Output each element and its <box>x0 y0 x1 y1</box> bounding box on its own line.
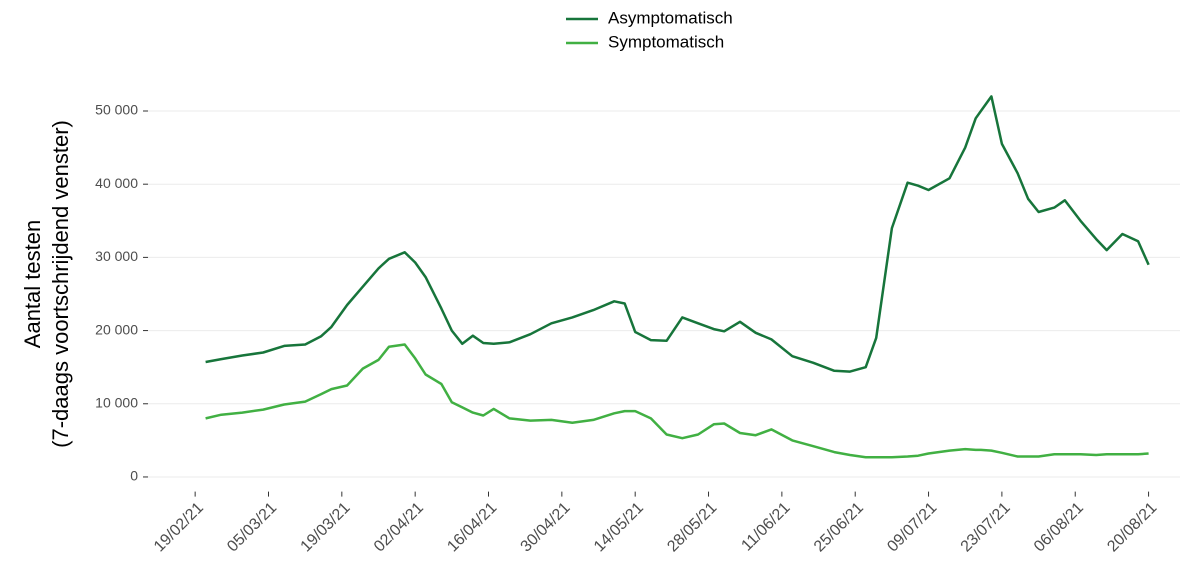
x-tick-label: 02/04/21 <box>371 499 427 555</box>
legend-label: Asymptomatisch <box>608 8 733 27</box>
y-tick-label: 10 000 <box>95 394 138 410</box>
y-tick-label: 0 <box>130 468 138 484</box>
x-tick-label: 06/08/21 <box>1031 499 1087 555</box>
legend-label: Symptomatisch <box>608 32 724 51</box>
y-tick-label: 30 000 <box>95 248 138 264</box>
y-axis-title: (7-daags voortschrijdend venster) <box>48 120 73 448</box>
x-tick-label: 28/05/21 <box>664 499 720 555</box>
x-tick-label: 30/04/21 <box>518 499 574 555</box>
x-tick-label: 16/04/21 <box>444 499 500 555</box>
x-tick-label: 23/07/21 <box>958 499 1014 555</box>
x-tick-label: 19/03/21 <box>298 499 354 555</box>
y-axis-title: Aantal testen <box>20 220 45 348</box>
x-tick-label: 05/03/21 <box>224 499 280 555</box>
x-tick-label: 14/05/21 <box>591 499 647 555</box>
y-tick-label: 40 000 <box>95 175 138 191</box>
line <box>205 343 1149 459</box>
x-tick-label: 09/07/21 <box>884 499 940 555</box>
y-tick-label: 50 000 <box>95 102 138 118</box>
x-tick-label: 11/06/21 <box>738 499 793 554</box>
y-tick-label: 20 000 <box>95 321 138 337</box>
x-tick-label: 20/08/21 <box>1104 499 1160 555</box>
line <box>205 95 1150 373</box>
x-tick-label: 19/02/21 <box>151 499 207 555</box>
x-tick-label: 25/06/21 <box>811 499 867 555</box>
